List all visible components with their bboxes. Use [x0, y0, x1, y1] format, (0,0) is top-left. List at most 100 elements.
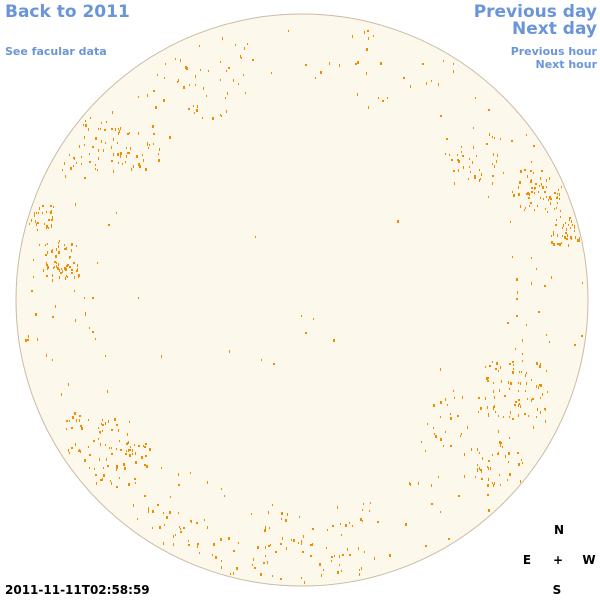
facula-point	[546, 179, 547, 182]
next-day-link[interactable]: Next day	[512, 19, 597, 39]
facula-point	[76, 270, 77, 272]
facula-point	[71, 447, 73, 449]
facula-point	[479, 169, 480, 171]
facula-point	[568, 224, 569, 226]
facula-point	[116, 424, 118, 426]
facula-point	[282, 537, 283, 540]
facula-point	[268, 545, 270, 547]
facula-point	[574, 227, 575, 229]
facula-point	[485, 366, 486, 368]
facula-point	[64, 267, 66, 270]
facula-point	[464, 453, 465, 456]
facula-point	[472, 161, 473, 164]
facula-point	[565, 232, 567, 234]
facula-point	[494, 405, 495, 408]
facula-point	[486, 377, 488, 380]
facula-point	[312, 528, 314, 530]
facula-point	[106, 458, 107, 461]
facula-point	[569, 218, 570, 221]
facula-point	[126, 450, 127, 452]
facula-point	[200, 69, 201, 71]
facula-point	[538, 311, 540, 313]
facula-point	[252, 59, 254, 61]
facula-point	[556, 197, 557, 199]
facula-point	[85, 120, 86, 122]
facula-point	[100, 128, 101, 130]
facula-point	[496, 160, 497, 163]
facula-point	[108, 420, 109, 423]
previous-day-link[interactable]: Previous day	[473, 2, 597, 22]
facula-point	[88, 446, 89, 448]
facula-point	[233, 550, 235, 552]
facula-point	[510, 221, 511, 223]
facula-point	[510, 411, 511, 414]
facula-point	[94, 468, 95, 470]
next-hour-link[interactable]: Next hour	[535, 58, 598, 71]
facula-point	[241, 57, 242, 59]
facula-point	[75, 319, 76, 322]
facula-point	[113, 138, 114, 141]
facula-point	[104, 129, 106, 131]
facula-point	[570, 227, 571, 229]
facula-point	[561, 242, 562, 244]
facula-point	[89, 454, 91, 456]
facula-point	[366, 48, 368, 51]
facula-point	[512, 418, 514, 420]
facula-point	[403, 77, 405, 79]
facula-point	[548, 199, 549, 201]
facula-point	[522, 339, 523, 342]
facula-point	[132, 449, 133, 452]
facula-point	[207, 526, 208, 529]
facula-point	[449, 154, 450, 156]
facula-point	[487, 380, 489, 382]
facula-point	[92, 146, 94, 148]
facula-point	[513, 364, 514, 366]
compass-south-label: S	[552, 583, 562, 597]
facula-point	[358, 547, 359, 550]
facula-point	[360, 518, 362, 521]
facula-point	[34, 215, 35, 217]
facula-point	[507, 479, 508, 481]
facula-point	[55, 305, 56, 308]
facula-point	[148, 510, 149, 513]
facula-point	[133, 165, 134, 168]
facula-point	[47, 243, 48, 245]
facula-point	[152, 527, 153, 529]
solar-disk-circle	[15, 13, 589, 587]
facula-point	[111, 429, 113, 431]
facula-point	[480, 469, 482, 471]
back-to-year-link[interactable]: Back to 2011	[5, 2, 130, 22]
facula-point	[247, 43, 248, 45]
facula-point	[84, 144, 85, 146]
facula-point	[518, 414, 519, 417]
facula-point	[225, 97, 226, 99]
see-facular-data-link[interactable]: See facular data	[5, 45, 107, 58]
facula-point	[342, 554, 344, 556]
compass-east-label: E	[522, 553, 532, 567]
facula-point	[118, 128, 119, 130]
facula-point	[48, 219, 50, 221]
facula-point	[69, 452, 70, 454]
previous-hour-link[interactable]: Previous hour	[510, 45, 597, 58]
facula-point	[42, 205, 43, 207]
facula-point	[69, 154, 70, 156]
facula-point	[467, 426, 468, 429]
facula-point	[226, 70, 227, 72]
facula-point	[329, 62, 330, 65]
facula-point	[101, 140, 102, 143]
facula-point	[128, 152, 130, 154]
facula-point	[526, 372, 527, 374]
facula-point	[378, 97, 379, 99]
facula-point	[195, 75, 196, 78]
facula-point	[120, 152, 122, 155]
facula-point	[521, 371, 522, 373]
facula-point	[71, 249, 72, 252]
facula-point	[488, 460, 490, 462]
facula-point	[479, 452, 480, 454]
facula-point	[199, 45, 200, 47]
facula-point	[119, 130, 120, 133]
facula-point	[52, 219, 53, 221]
facula-point	[129, 132, 130, 134]
facula-point	[79, 145, 80, 148]
facula-point	[52, 359, 53, 361]
